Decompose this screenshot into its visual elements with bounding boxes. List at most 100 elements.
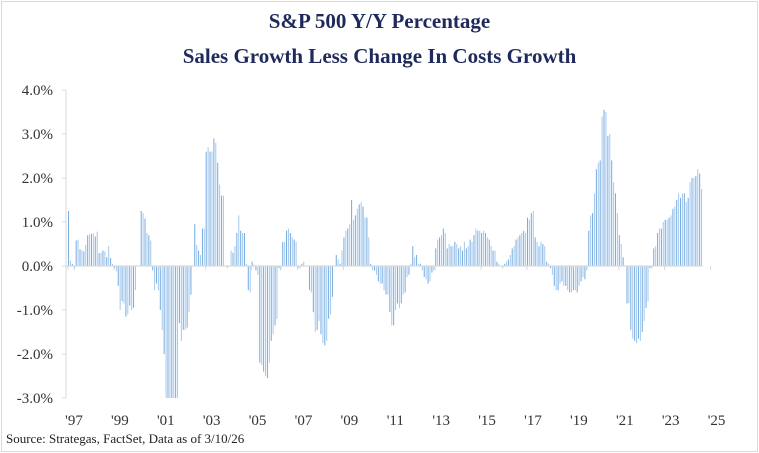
bar [662, 222, 664, 266]
bar [362, 206, 364, 266]
bar [349, 224, 351, 266]
bar [507, 259, 509, 266]
bar [232, 252, 234, 266]
bar [314, 266, 316, 332]
bar [620, 244, 622, 266]
bar [351, 200, 353, 266]
bar [119, 266, 121, 310]
bar [668, 217, 670, 266]
bar [280, 266, 282, 271]
bar [563, 266, 565, 286]
bar [672, 208, 674, 266]
bar [660, 228, 662, 266]
bar [481, 233, 483, 266]
bar [169, 266, 171, 398]
bar [461, 250, 464, 266]
x-tick-label: '01 [157, 413, 175, 429]
bar [234, 246, 236, 266]
bar [521, 233, 523, 266]
bar [515, 239, 517, 266]
bar [335, 255, 337, 266]
bar [404, 266, 406, 293]
bar [266, 266, 268, 379]
bar [366, 217, 368, 266]
bar [630, 266, 632, 330]
y-axis: 4.0% 3.0% 2.0% 1.0% 0.0% -1.0% -2.0% -3.0% [17, 83, 67, 407]
bar [79, 249, 81, 266]
bar [567, 266, 569, 291]
bar [177, 266, 179, 398]
bar [393, 266, 395, 326]
bar [255, 266, 257, 271]
bar [134, 266, 136, 291]
x-axis: '97 '99 '01 '03 '05 '07 '09 '11 '13 '15 '17 '19 '21 '… [65, 265, 726, 429]
x-tick-label: '09 [341, 413, 359, 429]
bar [471, 241, 473, 266]
bar [408, 266, 410, 275]
bar [613, 182, 615, 266]
bar [226, 266, 228, 269]
bar [259, 266, 261, 363]
bar [264, 266, 267, 376]
bar [261, 266, 263, 365]
bar [425, 266, 427, 280]
bar [154, 266, 156, 291]
bar [540, 241, 542, 266]
bar [68, 211, 70, 266]
bar [555, 266, 557, 291]
bar [322, 266, 324, 343]
bar [559, 266, 561, 284]
bar [410, 263, 412, 266]
bar [270, 266, 272, 341]
bar [616, 213, 618, 266]
bar [146, 233, 148, 266]
bar [163, 266, 165, 354]
bar [467, 246, 469, 266]
bar [278, 266, 280, 269]
bar [674, 206, 676, 266]
bar [570, 266, 573, 293]
bar [632, 266, 634, 339]
bar [310, 266, 312, 293]
bar [289, 233, 291, 266]
x-tick-label: '19 [570, 413, 588, 429]
x-tick-label: '25 [708, 413, 726, 429]
bar [465, 248, 467, 266]
x-tick-label: '15 [478, 413, 496, 429]
bar [287, 228, 289, 266]
bar [272, 266, 274, 335]
bar [230, 250, 232, 266]
bar [580, 266, 582, 282]
y-tick-label: -1.0% [17, 303, 53, 319]
bar [360, 202, 362, 266]
bar [295, 241, 297, 266]
bar [354, 215, 356, 266]
bar [504, 263, 506, 266]
bar [389, 266, 391, 313]
bar [440, 235, 442, 266]
bar [194, 224, 196, 266]
bar [330, 266, 332, 315]
bar [477, 230, 479, 266]
bar [460, 246, 462, 266]
bar [590, 215, 592, 266]
bar [429, 266, 431, 282]
bar [647, 266, 649, 302]
bar [291, 237, 293, 266]
bar [293, 239, 295, 266]
bar [131, 266, 133, 310]
x-tick-label: '99 [111, 413, 129, 429]
bar [655, 246, 657, 266]
bar [347, 228, 349, 266]
bar [196, 244, 198, 266]
bar [297, 266, 299, 269]
bar [222, 195, 224, 266]
bar [157, 266, 159, 291]
y-tick-label: 0.0% [22, 259, 53, 275]
bar [85, 244, 87, 266]
bar [316, 266, 318, 330]
bar [505, 261, 508, 266]
bar [496, 261, 498, 266]
bar [588, 230, 590, 266]
bar [561, 266, 563, 282]
